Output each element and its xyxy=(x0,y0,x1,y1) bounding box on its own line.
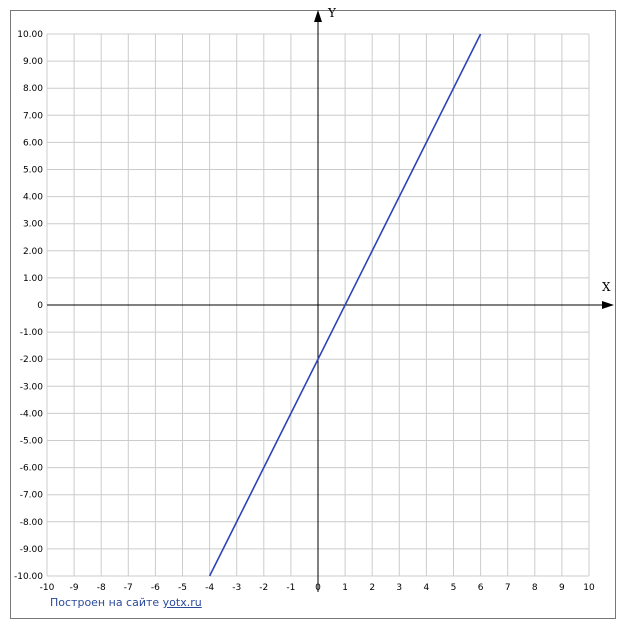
y-axis-arrow xyxy=(314,10,322,22)
x-tick-label: 6 xyxy=(478,583,484,593)
x-tick-label: -7 xyxy=(124,583,133,593)
y-tick-label: 6.00 xyxy=(23,138,43,148)
x-tick-label: 0 xyxy=(315,583,321,593)
x-tick-label: 10 xyxy=(583,583,595,593)
y-tick-label: 7.00 xyxy=(23,111,43,121)
x-tick-label: -6 xyxy=(151,583,160,593)
x-tick-label: 2 xyxy=(369,583,375,593)
footer-link[interactable]: yotx.ru xyxy=(162,596,202,609)
y-tick-label: 5.00 xyxy=(23,166,43,176)
y-tick-label: 10.00 xyxy=(17,30,43,40)
x-axis-arrow xyxy=(602,301,614,309)
y-tick-label: 8.00 xyxy=(23,84,43,94)
x-axis-label: X xyxy=(602,280,611,294)
y-tick-label: -6.00 xyxy=(20,464,44,474)
x-tick-label: -9 xyxy=(70,583,79,593)
y-tick-label: 3.00 xyxy=(23,220,43,230)
x-tick-label: 1 xyxy=(342,583,348,593)
y-tick-label: 2.00 xyxy=(23,247,43,257)
frame xyxy=(10,10,616,619)
x-tick-label: 5 xyxy=(451,583,457,593)
x-tick-label: -10 xyxy=(40,583,55,593)
y-tick-label: 1.00 xyxy=(23,274,43,284)
y-axis-label: Y xyxy=(327,6,337,20)
x-tick-label: 7 xyxy=(505,583,511,593)
y-tick-label: -8.00 xyxy=(20,518,44,528)
y-tick-label: -9.00 xyxy=(20,545,44,555)
x-tick-label: -2 xyxy=(259,583,268,593)
y-tick-label: -5.00 xyxy=(20,437,44,447)
footer-text: Построен на сайте xyxy=(50,596,160,609)
y-tick-label: -7.00 xyxy=(20,491,44,501)
y-tick-label: 4.00 xyxy=(23,193,43,203)
x-tick-label: -8 xyxy=(97,583,106,593)
x-tick-label: -1 xyxy=(286,583,295,593)
y-tick-label: -1.00 xyxy=(20,328,44,338)
data-line xyxy=(208,33,482,577)
x-tick-label: -5 xyxy=(178,583,187,593)
x-tick-label: 8 xyxy=(532,583,538,593)
y-tick-label: -3.00 xyxy=(20,382,44,392)
x-tick-label: -4 xyxy=(205,583,214,593)
y-tick-label: 9.00 xyxy=(23,57,43,67)
y-tick-label: -2.00 xyxy=(20,355,44,365)
footer: Построен на сайте yotx.ru xyxy=(50,596,202,609)
x-tick-label: -3 xyxy=(232,583,241,593)
y-tick-label: 0 xyxy=(37,301,43,311)
x-tick-label: 9 xyxy=(559,583,565,593)
y-tick-label: -10.00 xyxy=(14,572,43,582)
x-tick-label: 3 xyxy=(396,583,402,593)
y-tick-label: -4.00 xyxy=(20,409,44,419)
x-tick-label: 4 xyxy=(424,583,430,593)
